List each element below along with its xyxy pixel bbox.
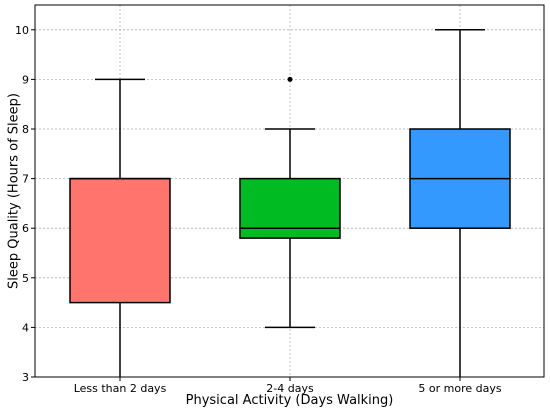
plot-frame	[34, 4, 545, 378]
box-group	[69, 78, 171, 377]
y-tick-label: 4	[22, 321, 29, 334]
y-axis-label: Sleep Quality (Hours of Sleep)	[7, 93, 22, 289]
x-tick-label: 2-4 days	[266, 382, 314, 395]
y-axis-ticks: 3 4 5 6 7 8 9 10	[15, 24, 35, 384]
boxes	[69, 29, 511, 377]
y-tick-label: 5	[22, 272, 29, 285]
y-tick-label: 3	[22, 371, 29, 384]
x-tick-label: 5 or more days	[418, 382, 501, 395]
box-group	[239, 76, 341, 329]
y-tick-label: 10	[15, 24, 29, 37]
box-iqr	[69, 177, 171, 304]
y-tick-label: 9	[22, 73, 29, 86]
y-tick-label: 7	[22, 173, 29, 186]
box-group	[409, 29, 511, 377]
outlier-point	[287, 76, 293, 82]
y-tick-label: 8	[22, 123, 29, 136]
x-axis-label: Physical Activity (Days Walking)	[186, 393, 394, 408]
box-iqr	[239, 177, 341, 239]
y-tick-label: 6	[22, 222, 29, 235]
x-axis-ticks: Less than 2 days 2-4 days 5 or more days	[74, 377, 502, 395]
x-tick-label: Less than 2 days	[74, 382, 167, 395]
